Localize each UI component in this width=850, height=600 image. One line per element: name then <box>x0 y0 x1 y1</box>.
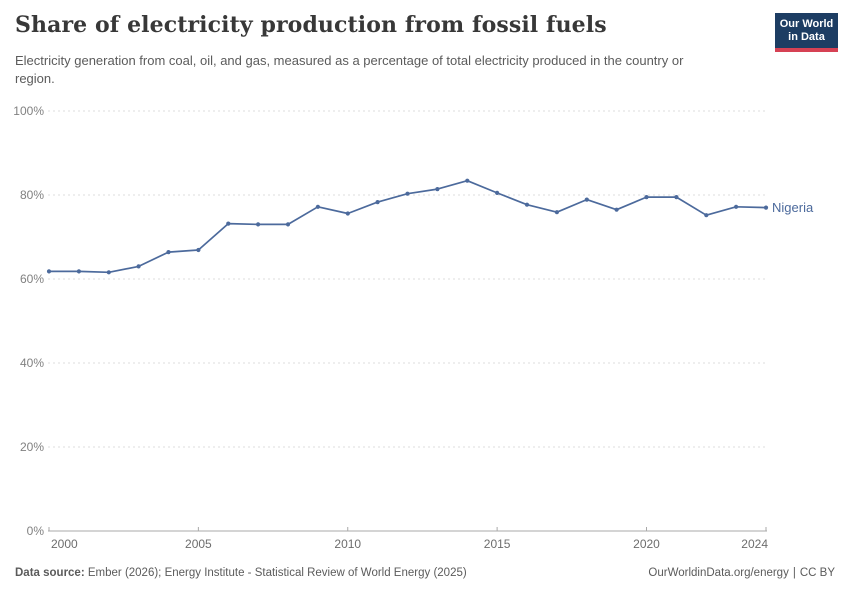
y-tick-label: 80% <box>20 188 44 202</box>
data-point <box>644 195 649 200</box>
x-tick-label: 2020 <box>633 537 660 551</box>
y-tick-label: 20% <box>20 440 44 454</box>
y-tick-label: 0% <box>27 524 45 538</box>
data-point <box>76 269 81 274</box>
owid-url-link[interactable]: OurWorldinData.org/energy <box>648 567 789 579</box>
data-point <box>315 204 320 209</box>
x-tick-label: 2010 <box>334 537 361 551</box>
data-point <box>734 204 739 209</box>
footer-links: OurWorldinData.org/energy | CC BY <box>648 567 835 579</box>
y-tick-label: 100% <box>13 104 44 118</box>
data-point <box>285 222 291 227</box>
data-point <box>465 178 470 183</box>
data-point <box>196 247 201 253</box>
data-point <box>405 191 410 196</box>
data-point <box>256 222 261 227</box>
x-tick-label: 2024 <box>741 537 768 551</box>
y-tick-label: 60% <box>20 272 44 286</box>
data-point <box>136 264 141 269</box>
page-title: Share of electricity production from fos… <box>15 12 607 38</box>
y-tick-label: 40% <box>20 356 44 370</box>
data-source-label: Data source: <box>15 567 85 579</box>
owid-logo[interactable]: Our World in Data <box>775 13 838 52</box>
data-point <box>495 190 500 195</box>
data-point <box>226 221 231 226</box>
data-point <box>584 197 589 202</box>
x-tick-label: 2015 <box>484 537 511 551</box>
data-point <box>375 200 380 205</box>
chart-subtitle: Electricity generation from coal, oil, a… <box>15 53 684 86</box>
owid-logo-line2: in Data <box>788 30 825 43</box>
owid-logo-line1: Our World <box>779 17 834 30</box>
footer-separator: | <box>792 567 796 579</box>
data-point <box>524 202 530 207</box>
chart-footer: Data source: Ember (2026); Energy Instit… <box>15 567 835 579</box>
x-tick-label: 2005 <box>185 537 212 551</box>
license-link[interactable]: CC BY <box>799 567 835 579</box>
data-point <box>614 207 619 212</box>
data-point <box>166 250 171 255</box>
data-point <box>704 213 709 218</box>
data-point <box>106 270 111 275</box>
data-source-note: Data source: Ember (2026); Energy Instit… <box>15 567 467 579</box>
data-point <box>345 211 350 216</box>
data-point <box>435 187 440 192</box>
data-point <box>674 195 679 200</box>
data-point <box>554 210 560 215</box>
series-label-nigeria[interactable]: Nigeria <box>772 200 814 215</box>
data-point <box>763 205 769 210</box>
x-tick-label: 2000 <box>51 537 78 551</box>
data-source-text: Ember (2026); Energy Institute - Statist… <box>87 567 467 579</box>
data-point <box>46 269 52 274</box>
